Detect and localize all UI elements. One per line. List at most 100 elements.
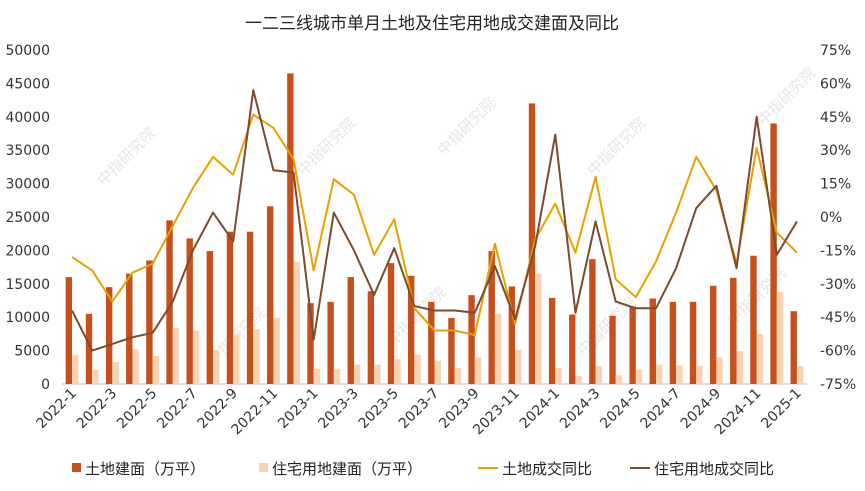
x-tick-label: 2023-5 <box>356 386 402 432</box>
x-tick-label: 2024-7 <box>638 386 684 432</box>
land-area-bar <box>448 317 455 384</box>
chart-title: 一二三线城市单月土地及住宅用地成交建面及同比 <box>245 14 619 34</box>
land-area-bar <box>790 311 797 384</box>
residential-area-bar <box>273 317 280 384</box>
watermark-text: 中指研究院 <box>294 114 360 180</box>
y-left-tick-label: 5000 <box>14 344 50 360</box>
land-area-bar <box>407 275 415 384</box>
x-tick-label: 2023-7 <box>396 386 442 432</box>
residential-area-bar <box>374 364 381 384</box>
residential-area-bar <box>172 327 180 384</box>
watermark-text: 中指研究院 <box>584 114 650 180</box>
residential-area-bar <box>555 367 562 384</box>
land-area-bar <box>428 301 435 384</box>
residential-area-bar <box>776 291 784 384</box>
y-left-tick-label: 40000 <box>5 110 50 126</box>
land-area-bar <box>649 298 656 384</box>
y-axis-left: 0 5000 10000 15000 20000 25000 30000 35000 40000… <box>5 43 50 393</box>
residential-area-bar <box>192 330 200 384</box>
land-area-bar <box>65 277 73 384</box>
x-tick-label: 2022-7 <box>154 386 200 432</box>
land-area-bar <box>750 255 757 384</box>
land-area-bar <box>528 103 536 384</box>
legend-label: 土地成交同比 <box>502 460 592 478</box>
legend-label: 土地建面（万平） <box>85 460 205 478</box>
bar-layer <box>65 73 804 384</box>
residential-area-bar <box>474 357 482 384</box>
land-area-bar <box>609 315 616 384</box>
legend-label: 住宅用地成交同比 <box>654 460 774 478</box>
residential-area-bar <box>132 349 139 384</box>
land-area-bar <box>367 291 375 384</box>
land-area-bar <box>226 231 234 384</box>
residential-area-bar <box>333 369 341 384</box>
x-tick-label: 2022-5 <box>114 386 160 432</box>
y-right-tick-label: 45% <box>820 110 851 126</box>
y-axis-right: -75% -60% -45% -30% -15% 0% 15% 30% 45% 60% 75% <box>820 43 856 393</box>
residential-area-bar <box>434 360 441 384</box>
land-area-bar <box>287 73 294 384</box>
y-left-tick-label: 15000 <box>5 277 50 293</box>
land-area-bar <box>186 238 193 384</box>
x-tick-label: 2024-3 <box>557 386 603 432</box>
residential-area-bar <box>454 367 462 384</box>
land-area-bar <box>206 251 214 384</box>
line-layer <box>71 89 798 352</box>
land-area-bar <box>508 286 516 384</box>
x-tick-label: 2022-3 <box>74 386 120 432</box>
y-right-tick-label: 30% <box>820 143 851 159</box>
watermark-text: 中指研究院 <box>434 94 500 160</box>
land-area-bar <box>669 301 677 384</box>
residential-area-bar <box>635 369 643 384</box>
land-area-bar <box>246 231 254 384</box>
watermark-text: 中指研究院 <box>754 64 820 130</box>
land-area-bar <box>126 273 133 384</box>
residential-area-bar <box>696 365 703 384</box>
y-left-tick-label: 35000 <box>5 143 50 159</box>
y-right-tick-label: 75% <box>820 43 851 59</box>
land-area-bar <box>468 295 475 384</box>
residential-area-bar <box>676 365 683 384</box>
residential-area-bar <box>213 349 220 384</box>
land-area-bar <box>709 285 717 384</box>
y-right-tick-label: -60% <box>820 344 856 360</box>
watermark-text: 中指研究院 <box>94 124 160 190</box>
residential-area-bar <box>233 334 240 384</box>
residential-area-bar <box>152 355 160 384</box>
residential-area-bar <box>253 329 260 384</box>
residential-area-bar <box>394 359 401 384</box>
residential-area-bar <box>615 375 623 384</box>
land-area-bar <box>770 123 777 384</box>
land-area-bar <box>146 260 153 384</box>
x-tick-label: 2025-1 <box>758 386 804 432</box>
residential-yoy-line <box>71 89 798 352</box>
y-right-tick-label: 15% <box>820 177 851 193</box>
y-left-tick-label: 20000 <box>5 243 50 259</box>
residential-area-bar <box>716 357 723 384</box>
land-area-bar <box>569 314 576 384</box>
y-right-tick-label: -15% <box>820 243 856 259</box>
residential-area-bar <box>353 364 361 384</box>
residential-area-bar <box>112 361 119 384</box>
legend-swatch <box>72 463 81 472</box>
land-yoy-line <box>71 113 798 337</box>
x-axis: 2022-12022-32022-52022-72022-92022-11202… <box>34 386 805 439</box>
land-area-bar <box>105 287 113 384</box>
residential-area-bar <box>595 365 602 384</box>
y-right-tick-label: -75% <box>820 377 856 393</box>
y-right-tick-label: -30% <box>820 277 856 293</box>
land-area-bar <box>166 220 173 384</box>
residential-area-bar <box>313 368 321 384</box>
y-left-tick-label: 25000 <box>5 210 50 226</box>
residential-area-bar <box>494 313 502 384</box>
y-right-tick-label: -45% <box>820 310 856 326</box>
land-area-bar <box>387 263 395 384</box>
land-area-bar <box>730 277 737 384</box>
land-area-bar <box>307 303 314 384</box>
land-area-bar <box>327 301 334 384</box>
y-left-tick-label: 10000 <box>5 310 50 326</box>
land-area-bar <box>488 251 495 384</box>
x-tick-label: 2023-1 <box>275 386 321 432</box>
